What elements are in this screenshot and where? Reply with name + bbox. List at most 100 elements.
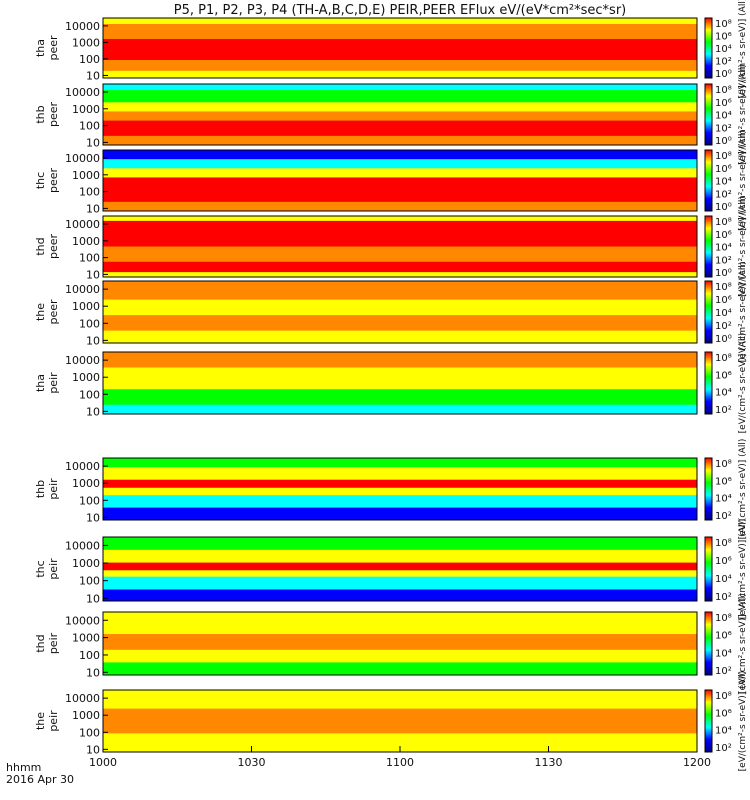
y-tick-label: 10 bbox=[86, 202, 100, 215]
y-tick-label: 10000 bbox=[65, 614, 100, 627]
y-tick-label: 1000 bbox=[72, 169, 100, 182]
x-tick-label: 1100 bbox=[386, 756, 414, 769]
spectrogram-band bbox=[103, 177, 697, 191]
spectrogram-band bbox=[103, 315, 697, 332]
spectrogram-band bbox=[103, 189, 697, 203]
y-tick-label: 10000 bbox=[65, 354, 100, 367]
panel-label-probe: thd bbox=[34, 634, 47, 652]
panel-label-product: peir bbox=[47, 558, 60, 580]
panel-label-probe: tha bbox=[34, 374, 47, 392]
spectrogram-band bbox=[103, 120, 697, 137]
spectrogram-band bbox=[103, 201, 697, 212]
panel-label-probe: tha bbox=[34, 39, 47, 57]
colorbar-tick-label: 10⁸ bbox=[715, 353, 732, 364]
spectrogram-band bbox=[103, 168, 697, 178]
colorbar-tick-label: 10⁸ bbox=[715, 85, 732, 96]
colorbar-tick-label: 10⁶ bbox=[715, 556, 732, 567]
spectrogram-band bbox=[103, 467, 697, 481]
panel-the-peer: 10 100 1000 10000 the peer 10⁸ 10⁶ 10⁴ 10² 10⁰ [eV/… bbox=[34, 262, 748, 363]
colorbar-tick-label: 10⁴ bbox=[715, 388, 732, 399]
spectrogram-band bbox=[103, 479, 697, 489]
y-tick-label: 1000 bbox=[72, 103, 100, 116]
colorbar-tick-label: 10² bbox=[715, 511, 732, 522]
panel-label-probe: thb bbox=[34, 105, 47, 123]
panel-frame bbox=[102, 536, 698, 602]
colorbar-label: [eV/(cm²-s sr-eV)] (All) bbox=[738, 130, 748, 231]
spectrogram-band bbox=[103, 18, 697, 25]
panel-label-probe: thc bbox=[34, 560, 47, 577]
colorbar-tick-label: 10⁰ bbox=[715, 202, 732, 213]
y-tick-label: 100 bbox=[79, 120, 100, 133]
colorbar-tick-label: 10⁰ bbox=[715, 136, 732, 147]
colorbar-tick-label: 10⁴ bbox=[715, 494, 732, 505]
colorbar-tick-label: 10² bbox=[715, 743, 732, 754]
colorbar-label: [eV/(cm²-s sr-eV)] (All) bbox=[738, 519, 748, 620]
colorbar-tick-label: 10⁶ bbox=[715, 230, 732, 241]
panel-label-product: peer bbox=[47, 234, 60, 260]
spectrogram-band bbox=[103, 220, 697, 247]
spectrogram-band bbox=[103, 404, 697, 415]
colorbar-tick-label: 10⁴ bbox=[715, 111, 732, 122]
y-tick-label: 1000 bbox=[72, 36, 100, 49]
panel-thc-peir: 10 100 1000 10000 thc peir 10⁸ 10⁶ 10⁴ 10² [eV/(cm… bbox=[34, 519, 748, 620]
y-tick-label: 10 bbox=[86, 334, 100, 347]
colorbar-label: [eV/(cm²-s sr-eV)] (All) bbox=[738, 439, 748, 540]
colorbar-label: [eV/(cm²-s sr-eV)] (All) bbox=[738, 196, 748, 297]
colorbar-tick-label: 10⁴ bbox=[715, 726, 732, 737]
panel-label-product: peer bbox=[47, 168, 60, 194]
colorbar-label: [eV/(cm²-s sr-eV)] (All) bbox=[738, 333, 748, 434]
colorbar-tick-label: 10⁰ bbox=[715, 69, 732, 80]
y-tick-label: 1000 bbox=[72, 709, 100, 722]
y-tick-label: 10000 bbox=[65, 692, 100, 705]
colorbar-tick-label: 10⁸ bbox=[715, 613, 732, 624]
y-tick-label: 10000 bbox=[65, 218, 100, 231]
panel-label-product: peir bbox=[47, 372, 60, 394]
y-tick-label: 10 bbox=[86, 268, 100, 281]
spectrogram-band bbox=[103, 495, 697, 509]
colorbar-tick-label: 10⁶ bbox=[715, 98, 732, 109]
colorbar bbox=[704, 17, 713, 79]
spectrogram-band bbox=[103, 60, 697, 72]
y-tick-label: 1000 bbox=[72, 632, 100, 645]
spectrogram-band bbox=[103, 487, 697, 496]
spectrogram-band bbox=[103, 246, 697, 263]
colorbar bbox=[704, 351, 713, 415]
colorbar-tick-label: 10⁸ bbox=[715, 459, 732, 470]
colorbar bbox=[704, 457, 713, 521]
spectrogram-band bbox=[103, 612, 697, 635]
figure-title: P5, P1, P2, P3, P4 (TH-A,B,C,D,E) PEIR,P… bbox=[174, 3, 627, 18]
y-tick-label: 100 bbox=[79, 53, 100, 66]
colorbar-tick-label: 10² bbox=[715, 123, 732, 134]
y-tick-label: 100 bbox=[79, 494, 100, 507]
colorbar-tick-label: 10⁴ bbox=[715, 44, 732, 55]
y-tick-label: 10000 bbox=[65, 20, 100, 33]
x-tick-label: 1130 bbox=[535, 756, 563, 769]
spectrogram-band bbox=[103, 537, 697, 551]
colorbar-tick-label: 10⁶ bbox=[715, 295, 732, 306]
spectrogram-band bbox=[103, 111, 697, 122]
spectrogram-band bbox=[103, 352, 697, 368]
spectrogram-band bbox=[103, 549, 697, 564]
y-tick-label: 1000 bbox=[72, 371, 100, 384]
colorbar bbox=[704, 280, 713, 344]
colorbar-tick-label: 10⁴ bbox=[715, 308, 732, 319]
y-tick-label: 100 bbox=[79, 575, 100, 588]
colorbar bbox=[704, 215, 713, 278]
spectrogram-band bbox=[103, 389, 697, 406]
panel-frame bbox=[102, 215, 698, 278]
panel-label-product: peer bbox=[47, 299, 60, 325]
x-axis: 1000 1030 1100 1130 1200 bbox=[89, 746, 711, 769]
colorbar-tick-label: 10⁴ bbox=[715, 243, 732, 254]
colorbar-tick-label: 10⁸ bbox=[715, 691, 732, 702]
panel-label-probe: thb bbox=[34, 480, 47, 498]
panel-frame bbox=[102, 83, 698, 146]
spectrogram-band bbox=[103, 576, 697, 590]
spectrogram-band bbox=[103, 90, 697, 103]
colorbar bbox=[704, 149, 713, 212]
spectrogram-band bbox=[103, 216, 697, 222]
panel-label-product: peer bbox=[47, 35, 60, 61]
x-tick-label: 1000 bbox=[89, 756, 117, 769]
spectrogram-band bbox=[103, 367, 697, 390]
